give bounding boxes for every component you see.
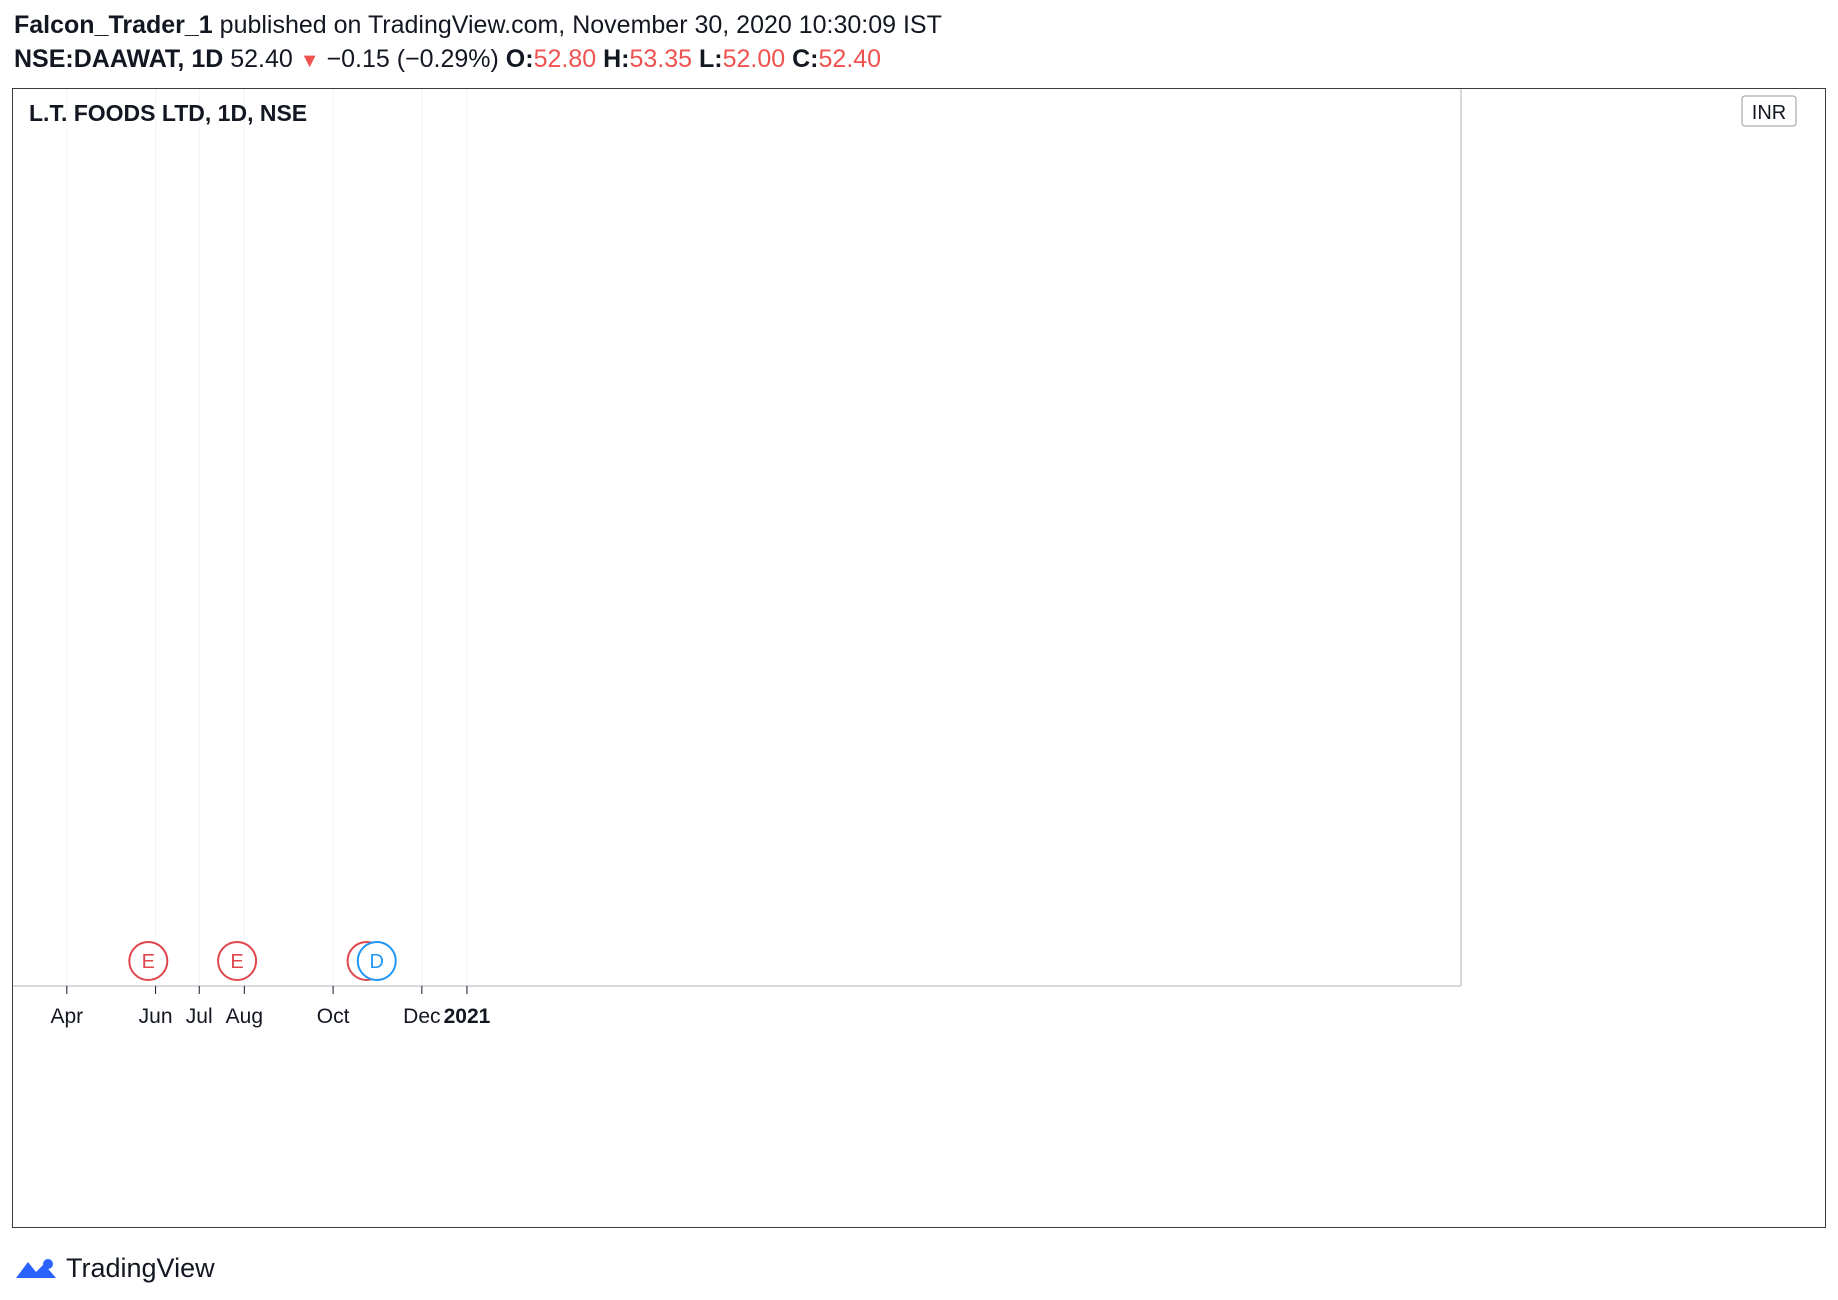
low-value: 52.00 — [722, 45, 786, 73]
high-label: H: — [603, 45, 630, 73]
publish-info: published on TradingView.com, November 3… — [212, 11, 942, 39]
event-marker-icon[interactable] — [217, 941, 258, 981]
chart-frame[interactable]: 1(57.90)0.786(55.85)0.618(54.25)0.5(53.1… — [12, 0, 1826, 1228]
time-axis-label: Jul — [186, 1005, 213, 1028]
event-marker-icon[interactable] — [356, 941, 397, 981]
price-chart[interactable]: 1(57.90)0.786(55.85)0.618(54.25)0.5(53.1… — [13, 0, 1824, 1226]
open-value: 52.80 — [533, 45, 597, 73]
tradingview-logo-icon — [16, 1259, 56, 1278]
currency-label: INR — [1752, 102, 1786, 124]
last-price: 52.40 — [230, 45, 293, 73]
chart-header: Falcon_Trader_1 published on TradingView… — [14, 8, 1824, 78]
quote-line: NSE:DAAWAT, 1D 52.40 ▼ −0.15 (−0.29%) O:… — [14, 42, 1824, 78]
brand-name: TradingView — [66, 1252, 215, 1283]
low-label: L: — [699, 45, 723, 73]
time-axis-label: Aug — [226, 1005, 263, 1028]
open-label: O: — [505, 45, 534, 73]
time-axis-label: Apr — [50, 1005, 83, 1028]
footer: TradingView — [14, 1248, 215, 1288]
publish-line: Falcon_Trader_1 published on TradingView… — [14, 8, 1824, 42]
time-axis-label: Jun — [139, 1005, 173, 1028]
event-marker-label: E — [142, 951, 155, 973]
event-marker-icon[interactable] — [128, 941, 169, 981]
time-axis-label: Oct — [317, 1005, 350, 1028]
currency-button[interactable]: INR — [1741, 95, 1797, 127]
close-value: 52.40 — [818, 45, 882, 73]
chart-title: L.T. FOODS LTD, 1D, NSE — [29, 100, 307, 126]
time-axis-label: 2021 — [444, 1005, 491, 1028]
down-arrow-icon: ▼ — [299, 50, 320, 72]
symbol-label[interactable]: NSE:DAAWAT, 1D — [14, 45, 224, 73]
author-name[interactable]: Falcon_Trader_1 — [14, 11, 213, 39]
event-marker-label: E — [230, 951, 243, 973]
price-change: −0.15 (−0.29%) — [326, 45, 499, 73]
high-value: 53.35 — [629, 45, 693, 73]
time-axis-label: Dec — [403, 1005, 440, 1028]
event-marker-label: D — [370, 951, 384, 973]
close-label: C: — [792, 45, 819, 73]
